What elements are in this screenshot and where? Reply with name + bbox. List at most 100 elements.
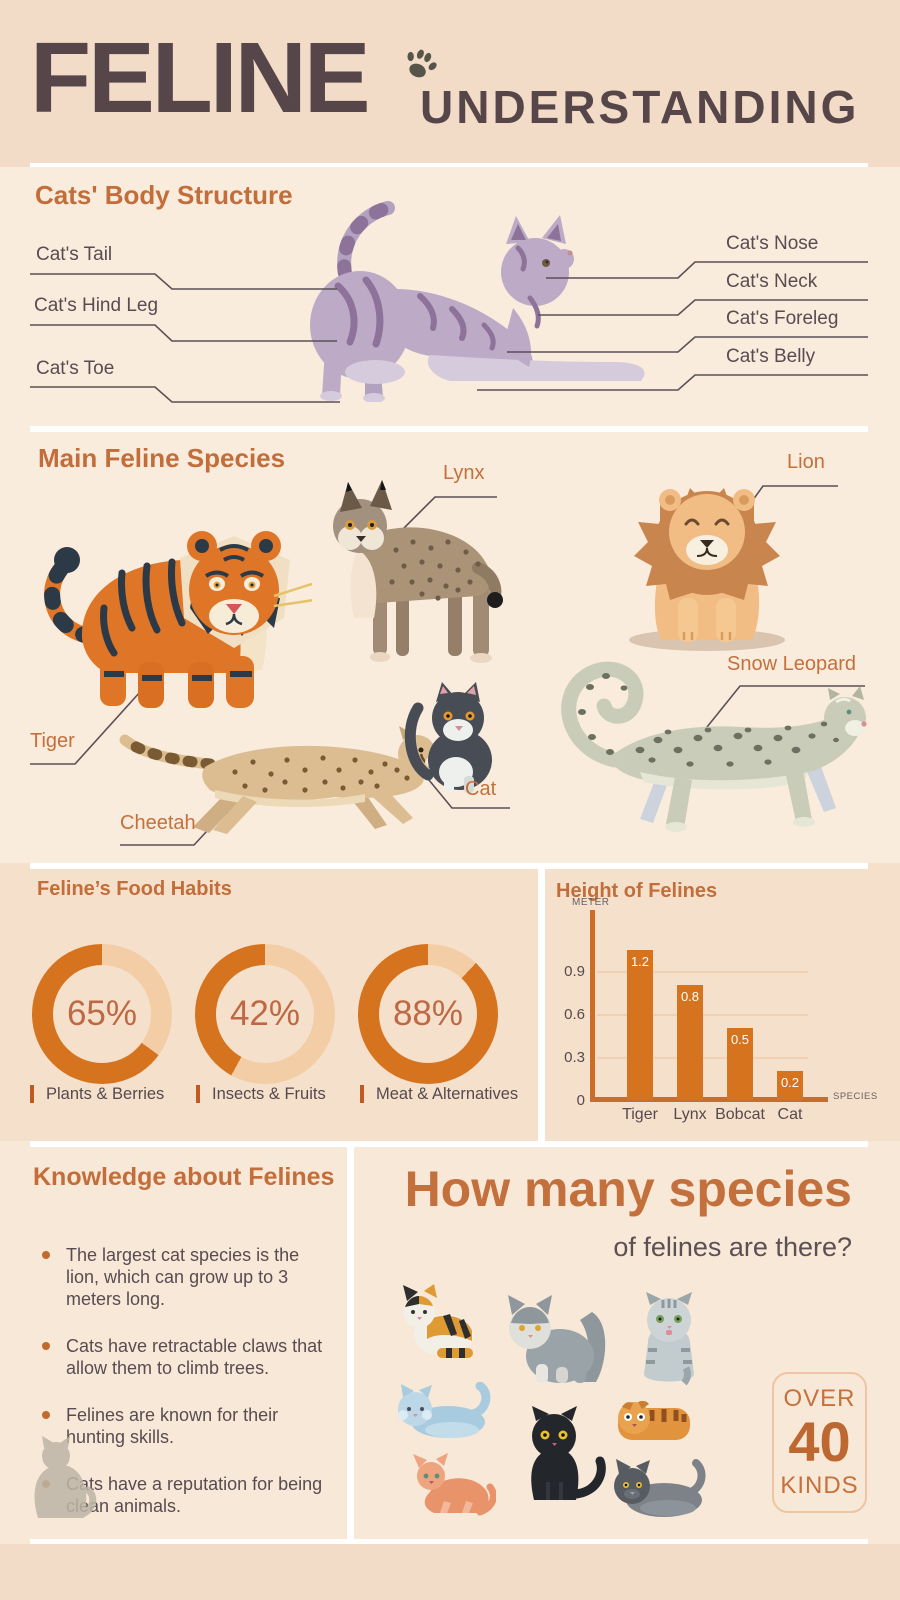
legend-meat-alternatives: Meat & Alternatives [360, 1084, 518, 1104]
blue-cat-icon [398, 1382, 491, 1438]
gray-lying-cat-icon [614, 1459, 706, 1517]
badge-over-text: OVER [783, 1385, 856, 1413]
gray-tabby-cat-icon [644, 1292, 694, 1386]
y-axis [590, 910, 595, 1102]
y-tick-label: 0.9 [564, 963, 585, 980]
bullet-icon [42, 1411, 50, 1419]
black-cat-icon [531, 1406, 606, 1500]
y-tick-label: 0.6 [564, 1006, 585, 1023]
label-cats-hind-leg: Cat's Hind Leg [34, 295, 159, 316]
label-cats-neck: Cat's Neck [726, 271, 818, 292]
knowledge-item: Cats have retractable claws that allow t… [36, 1335, 336, 1379]
label-cats-foreleg: Cat's Foreleg [726, 308, 839, 329]
donut-percent: 65% [66, 994, 138, 1033]
y-tick-label: 0.3 [564, 1049, 585, 1066]
bullet-icon [42, 1251, 50, 1259]
label-lion: Lion [787, 451, 825, 473]
knowledge-text: Cats have a reputation for being clean a… [66, 1474, 323, 1516]
legend-marker [196, 1085, 200, 1103]
bar-tiger: 1.2 [627, 950, 653, 1100]
divider [30, 163, 868, 167]
label-cats-belly: Cat's Belly [726, 346, 816, 367]
label-snow-leopard: Snow Leopard [727, 653, 856, 675]
knowledge-heading: Knowledge about Felines [33, 1163, 335, 1191]
gridline [597, 971, 808, 973]
badge-number: 40 [788, 1410, 851, 1474]
height-chart: Height of Felines METER SPECIES 1.2 Tiger… [545, 872, 900, 1143]
legend-insects-fruits: Insects & Fruits [196, 1084, 326, 1104]
label-cat: Cat [465, 778, 497, 800]
legend-marker [30, 1085, 34, 1103]
species-count-subheading: of felines are there? [613, 1232, 852, 1262]
page-subtitle: UNDERSTANDING [420, 81, 860, 133]
y-tick-label: 0 [576, 1092, 585, 1109]
knowledge-text: Felines are known for their hunting skil… [66, 1405, 279, 1447]
label-cats-toe: Cat's Toe [36, 358, 115, 379]
label-cats-tail: Cat's Tail [36, 244, 113, 265]
knowledge-list: The largest cat species is the lion, whi… [36, 1244, 336, 1542]
orange-fold-cat-icon [618, 1400, 690, 1440]
label-tiger: Tiger [30, 730, 75, 752]
species-count-heading: How many species [404, 1161, 852, 1217]
divider [30, 1539, 868, 1544]
knowledge-text: The largest cat species is the lion, whi… [66, 1245, 300, 1309]
x-axis [590, 1097, 828, 1102]
divider [30, 863, 868, 869]
footer-band [0, 1544, 900, 1600]
donut-meat-alternatives: 88% [358, 944, 498, 1084]
divider [538, 869, 545, 1141]
bar-category-label: Bobcat [715, 1106, 765, 1123]
legend-label: Plants & Berries [46, 1084, 165, 1103]
legend-label: Insects & Fruits [212, 1084, 326, 1103]
divider [30, 426, 868, 432]
lion-illustration [629, 488, 785, 651]
bar-value-label: 0.5 [730, 1032, 750, 1047]
lynx-illustration [333, 480, 503, 663]
paw-icon [407, 49, 437, 78]
bullet-icon [42, 1342, 50, 1350]
cheetah-illustration [119, 726, 439, 834]
divider [347, 1147, 354, 1539]
stretching-cat-illustration [310, 201, 645, 402]
label-cats-nose: Cat's Nose [726, 233, 819, 254]
sphynx-cat-icon [413, 1453, 496, 1516]
legend-marker [360, 1085, 364, 1103]
species-heading: Main Feline Species [38, 443, 286, 473]
maine-coon-cat-icon [508, 1295, 606, 1383]
donut-percent: 42% [229, 994, 301, 1033]
divider [30, 1141, 868, 1147]
tiger-illustration [44, 531, 312, 708]
page-title: FELINE [30, 22, 371, 134]
calico-cat-icon [403, 1284, 474, 1358]
label-lynx: Lynx [443, 462, 485, 484]
y-axis-label: METER [572, 897, 610, 908]
knowledge-text: Cats have retractable claws that allow t… [66, 1336, 323, 1378]
donut-insects-fruits: 42% [195, 944, 335, 1084]
species-count-badge: OVER 40 KINDS [772, 1372, 867, 1513]
food-habits-heading: Feline’s Food Habits [37, 878, 232, 900]
bar-category-label: Tiger [622, 1106, 658, 1123]
bar-value-label: 0.8 [680, 989, 700, 1004]
bar-value-label: 0.2 [780, 1075, 800, 1090]
snow-leopard-illustration [561, 661, 867, 832]
label-cheetah: Cheetah [120, 812, 196, 834]
knowledge-item: The largest cat species is the lion, whi… [36, 1244, 336, 1310]
x-axis-label: SPECIES [833, 1091, 878, 1102]
bar-lynx: 0.8 [677, 985, 703, 1100]
knowledge-item: Felines are known for their hunting skil… [36, 1404, 336, 1448]
legend-label: Meat & Alternatives [376, 1084, 519, 1103]
bar-category-label: Cat [777, 1106, 803, 1123]
donut-plants-berries: 65% [32, 944, 172, 1084]
height-chart-title: Height of Felines [556, 880, 718, 902]
bar-category-label: Lynx [673, 1106, 707, 1123]
bar-value-label: 1.2 [630, 954, 650, 969]
cat-silhouette-icon [34, 1436, 97, 1518]
header-band [0, 0, 900, 167]
body-structure-heading: Cats' Body Structure [35, 180, 293, 210]
legend-plants-berries: Plants & Berries [30, 1084, 164, 1104]
bar-cat: 0.2 [777, 1071, 803, 1100]
bar-bobcat: 0.5 [727, 1028, 753, 1100]
badge-kinds-text: KINDS [780, 1471, 859, 1499]
cat-illustration [404, 682, 492, 793]
